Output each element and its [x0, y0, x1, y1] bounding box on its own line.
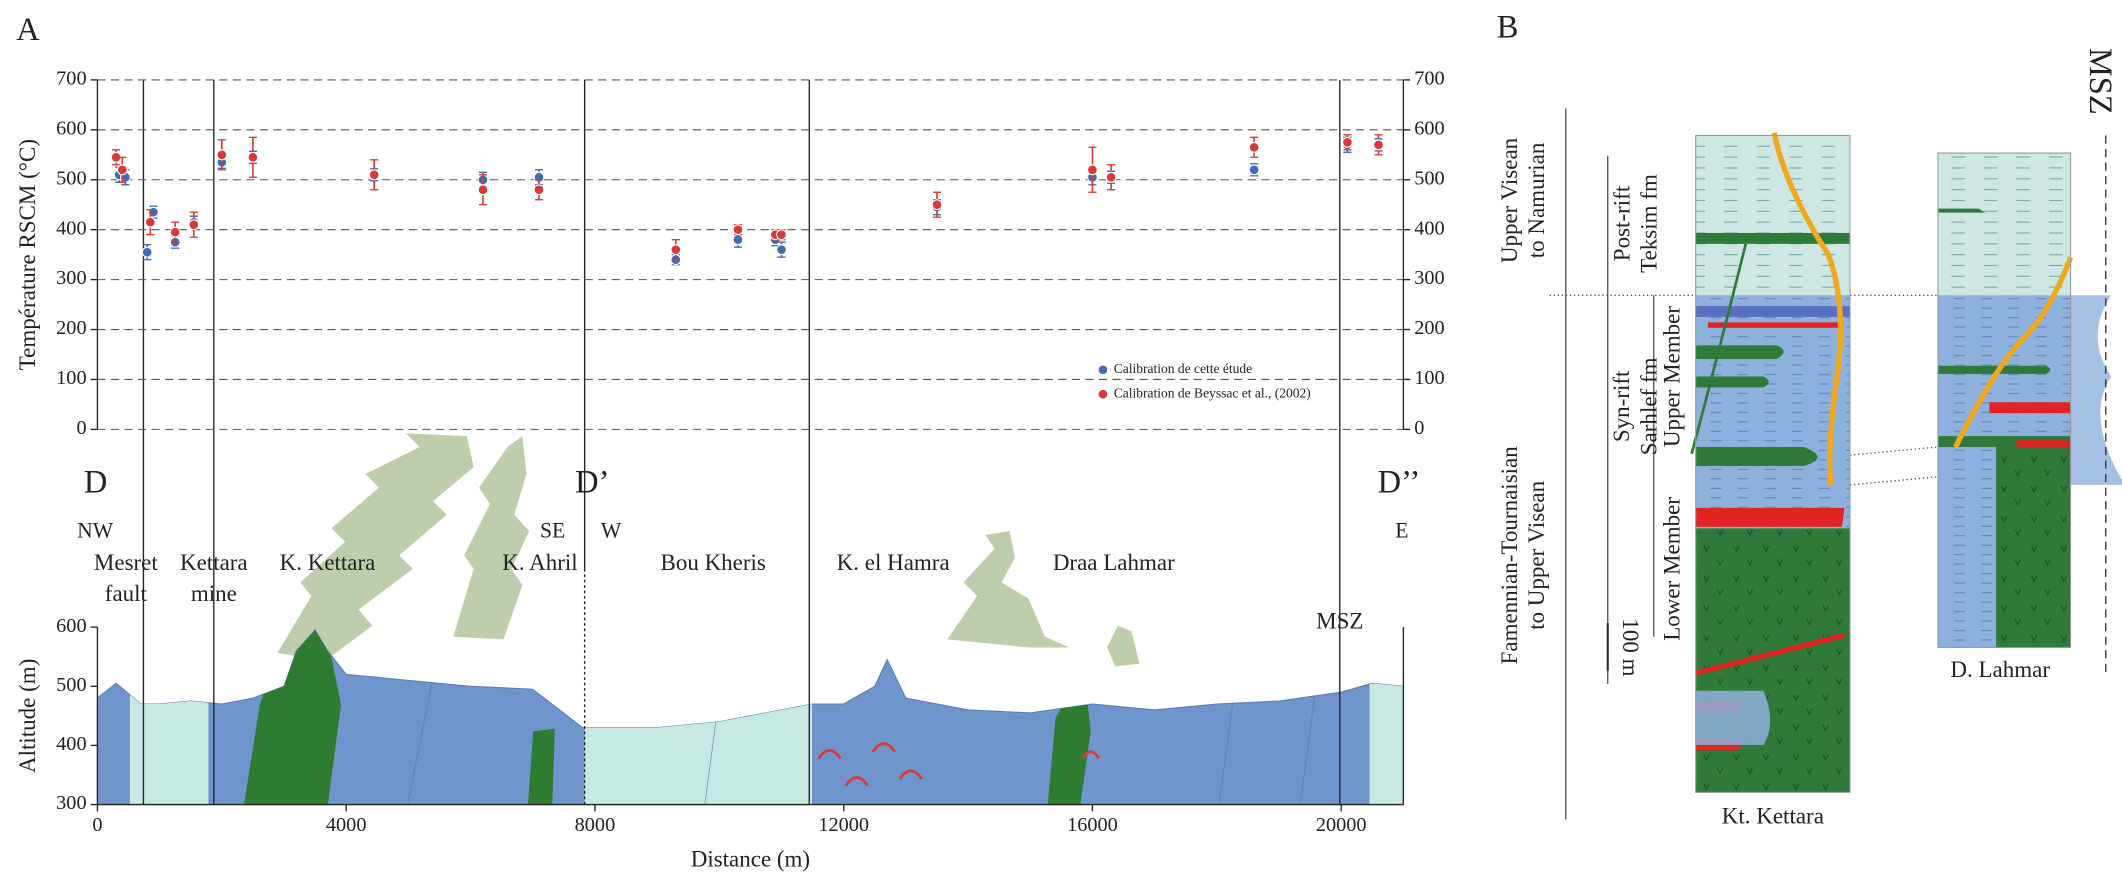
y-tick-label: 300	[56, 267, 86, 289]
x-tick-label: 12000	[818, 814, 869, 836]
y-tick-label: 400	[1414, 217, 1444, 239]
formation: Post-rift	[1608, 185, 1634, 261]
direction: SE	[540, 518, 565, 542]
legend-label: Calibration de cette étude	[1114, 361, 1252, 376]
locality: mine	[191, 580, 237, 606]
locality: Kettara	[180, 549, 248, 575]
formation: Teksim fm	[1635, 174, 1661, 273]
y-tick-label: 200	[56, 317, 86, 339]
member: Lower Member	[1658, 497, 1684, 641]
y-tick-label: 600	[1414, 117, 1444, 139]
section-end: D’’	[1378, 464, 1421, 500]
formation: Syn-rift	[1608, 370, 1634, 442]
age: to Upper Visean	[1523, 480, 1549, 630]
y-tick-label: 600	[56, 117, 86, 139]
legend-marker	[1097, 388, 1109, 400]
point	[1373, 139, 1384, 151]
point	[144, 216, 156, 228]
y-tick-label: 200	[1414, 317, 1444, 339]
y-tick-label: 300	[1414, 267, 1444, 289]
section-end: D	[84, 464, 107, 500]
point	[1248, 141, 1260, 153]
y-tick-label: 400	[56, 733, 86, 755]
direction: E	[1395, 518, 1408, 542]
point	[1342, 136, 1353, 148]
y-tick-label: 700	[56, 68, 86, 90]
y-tick-label: 600	[56, 615, 86, 637]
y-tick-label: 100	[56, 367, 86, 389]
x-tick-label: 16000	[1067, 814, 1118, 836]
scale-label: 100 m	[1618, 618, 1644, 676]
y-tick-label: 300	[56, 792, 86, 814]
formation: Sarhlef fm	[1635, 357, 1661, 455]
point	[931, 199, 943, 211]
point	[776, 229, 787, 241]
locality: Bou Kheris	[661, 549, 766, 575]
locality: fault	[105, 580, 148, 606]
column-lahmar	[1937, 135, 2122, 678]
x-tick-label: 8000	[575, 814, 616, 836]
point	[247, 151, 259, 163]
legend-label: Calibration de Beyssac et al., (2002)	[1114, 385, 1311, 401]
point	[141, 246, 153, 258]
point	[368, 169, 380, 181]
age: to Namurian	[1523, 142, 1549, 258]
column-kettara	[1690, 132, 1851, 793]
point	[216, 149, 228, 161]
projected-structures	[277, 433, 1140, 667]
x-tick-label: 4000	[326, 814, 367, 836]
column-label: D. Lahmar	[1950, 656, 2050, 682]
point	[188, 219, 200, 231]
y-tick-label: 400	[56, 217, 86, 239]
stratigraphy-brackets	[1549, 108, 1939, 820]
locality: K. Kettara	[280, 549, 376, 575]
point	[776, 244, 787, 256]
y-tick-label: 500	[56, 167, 86, 189]
point	[670, 244, 682, 256]
y-tick-label: 100	[1414, 367, 1444, 389]
x-axis-label: Distance (m)	[691, 846, 810, 872]
point	[116, 164, 128, 176]
locality: MSZ	[1316, 607, 1363, 633]
locality: Mesret	[94, 549, 158, 575]
point	[477, 184, 489, 196]
point	[533, 184, 545, 196]
point	[732, 234, 744, 246]
x-tick-label: 0	[92, 814, 102, 836]
y-tick-label: 700	[1414, 68, 1444, 90]
point	[1248, 164, 1260, 176]
locality: K. el Hamra	[837, 549, 950, 575]
point	[1105, 171, 1117, 183]
y-tick-label: 500	[56, 674, 86, 696]
member: Upper Member	[1658, 306, 1684, 448]
point	[169, 226, 181, 238]
locality: K. Ahril	[502, 549, 577, 575]
point	[1087, 164, 1098, 176]
x-tick-label: 20000	[1316, 814, 1367, 836]
y-tick-label: 500	[1414, 167, 1444, 189]
panel-label: B	[1497, 9, 1519, 45]
direction: NW	[77, 518, 114, 542]
point	[732, 224, 744, 236]
age: Famennian-Tournaisian	[1496, 446, 1522, 665]
column-label: Kt. Kettara	[1722, 802, 1824, 828]
section-end: D’	[575, 464, 609, 500]
y-tick-label: 0	[76, 417, 86, 439]
section-boundaries	[142, 79, 1341, 805]
fault-label: MSZ	[2082, 48, 2118, 115]
legend-marker	[1097, 364, 1109, 376]
y-axis-label: Température RSCM (°C)	[14, 139, 40, 370]
panel-label: A	[16, 12, 40, 48]
age: Upper Visean	[1496, 137, 1522, 263]
y-tick-label: 0	[1414, 417, 1424, 439]
direction: W	[601, 518, 622, 542]
locality: Draa Lahmar	[1053, 549, 1175, 575]
y-axis-label: Altitude (m)	[14, 659, 40, 773]
